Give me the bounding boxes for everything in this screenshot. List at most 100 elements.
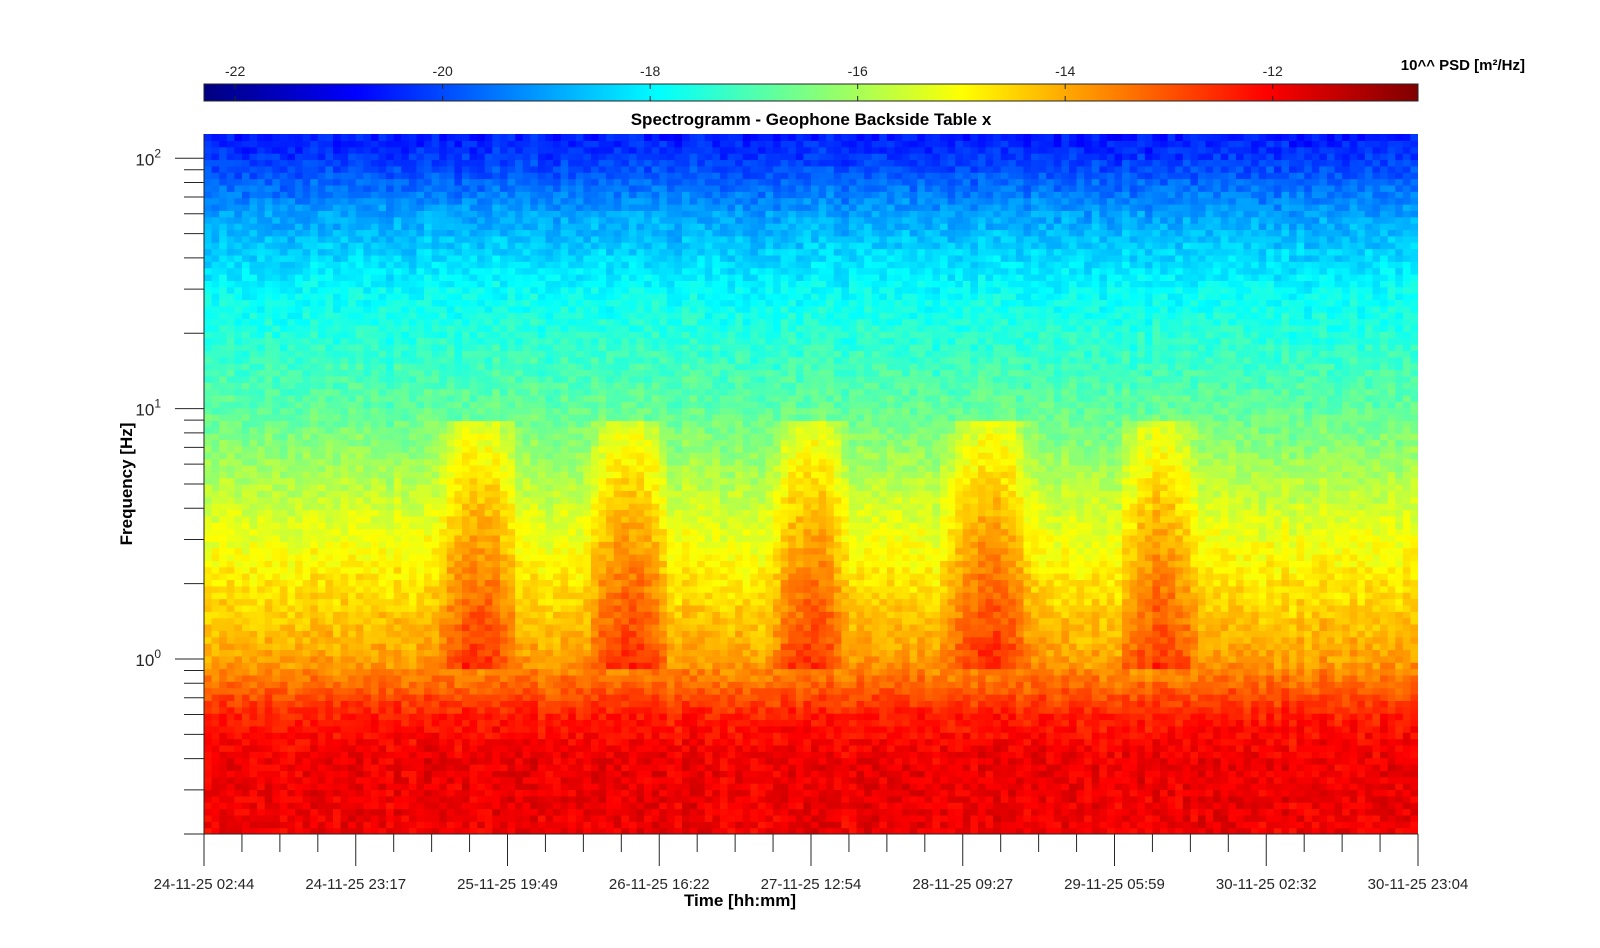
heatmap-cell xyxy=(1137,751,1146,759)
heatmap-cell xyxy=(894,732,903,740)
heatmap-cell xyxy=(606,674,615,682)
heatmap-cell xyxy=(1144,738,1154,746)
heatmap-cell xyxy=(1387,814,1396,822)
heatmap-cell xyxy=(1243,713,1252,721)
heatmap-cell xyxy=(386,821,395,829)
heatmap-cell xyxy=(1137,770,1146,778)
heatmap-cell xyxy=(1122,808,1131,816)
heatmap-cell xyxy=(401,668,410,676)
heatmap-cell xyxy=(1334,751,1343,759)
heatmap-cell xyxy=(325,636,334,644)
heatmap-cell xyxy=(234,821,243,829)
heatmap-cell xyxy=(1076,706,1085,714)
heatmap-cell xyxy=(1129,827,1138,834)
heatmap-cell xyxy=(340,713,349,721)
heatmap-cell xyxy=(234,814,243,822)
heatmap-cell xyxy=(1129,725,1138,733)
heatmap-cell xyxy=(1008,764,1017,771)
heatmap-cell xyxy=(287,649,296,657)
heatmap-cell xyxy=(811,725,820,733)
heatmap-cell xyxy=(1076,668,1085,676)
heatmap-cell xyxy=(1387,732,1396,740)
heatmap-cell xyxy=(1008,674,1017,682)
heatmap-cell xyxy=(939,674,949,682)
heatmap-cell xyxy=(454,751,463,759)
heatmap-cell xyxy=(537,814,547,822)
heatmap-cell xyxy=(317,649,326,657)
heatmap-cell xyxy=(1258,783,1267,791)
heatmap-cell xyxy=(955,776,964,784)
heatmap-cell xyxy=(454,662,463,670)
heatmap-cell xyxy=(553,662,562,670)
heatmap-cell xyxy=(287,687,296,695)
heatmap-cell xyxy=(1160,776,1169,784)
heatmap-cell xyxy=(628,706,638,714)
heatmap-cell xyxy=(1326,808,1336,816)
heatmap-cell xyxy=(393,713,402,721)
heatmap-cell xyxy=(1357,802,1366,810)
heatmap-cell xyxy=(1137,764,1146,771)
heatmap-cell xyxy=(750,827,759,834)
heatmap-cell xyxy=(295,814,304,822)
heatmap-cell xyxy=(735,681,744,689)
heatmap-cell xyxy=(1273,655,1283,663)
heatmap-cell xyxy=(416,643,425,651)
heatmap-cell xyxy=(499,719,509,727)
heatmap-cell xyxy=(568,764,577,771)
heatmap-cell xyxy=(1258,700,1267,708)
heatmap-cell xyxy=(1038,674,1047,682)
heatmap-cell xyxy=(1387,789,1396,797)
heatmap-cell xyxy=(1289,636,1298,644)
heatmap-cell xyxy=(1175,751,1184,759)
heatmap-cell xyxy=(1311,643,1320,651)
heatmap-cell xyxy=(1076,808,1085,816)
heatmap-cell xyxy=(545,655,554,663)
heatmap-cell xyxy=(560,700,569,708)
heatmap-cell xyxy=(1122,687,1131,695)
heatmap-cell xyxy=(666,814,676,822)
heatmap-cell xyxy=(871,694,880,701)
heatmap-cell xyxy=(272,700,281,708)
heatmap-cell xyxy=(295,783,304,791)
heatmap-cell xyxy=(1160,655,1169,663)
heatmap-cell xyxy=(1197,655,1207,663)
heatmap-cell xyxy=(446,814,455,822)
heatmap-cell xyxy=(568,776,577,784)
heatmap-cell xyxy=(401,649,410,657)
heatmap-cell xyxy=(864,668,873,676)
heatmap-cell xyxy=(1228,694,1237,701)
heatmap-cell xyxy=(644,643,653,651)
heatmap-cell xyxy=(719,789,729,797)
heatmap-cell xyxy=(241,655,251,663)
heatmap-cell xyxy=(1076,732,1085,740)
heatmap-cell xyxy=(697,725,706,733)
heatmap-cell xyxy=(651,827,660,834)
heatmap-cell xyxy=(530,751,539,759)
heatmap-cell xyxy=(477,668,486,676)
heatmap-cell xyxy=(1068,808,1078,816)
heatmap-cell xyxy=(735,687,744,695)
heatmap-cell xyxy=(1190,776,1199,784)
heatmap-cell xyxy=(704,719,713,727)
heatmap-cell xyxy=(902,783,911,791)
heatmap-cell xyxy=(1197,764,1207,771)
heatmap-cell xyxy=(537,808,547,816)
heatmap-cell xyxy=(1296,649,1305,657)
heatmap-cell xyxy=(553,643,562,651)
heatmap-cell xyxy=(1031,681,1040,689)
heatmap-cell xyxy=(310,655,319,663)
heatmap-cell xyxy=(363,757,372,765)
heatmap-cell xyxy=(295,732,304,740)
heatmap-cell xyxy=(1266,827,1275,834)
heatmap-cell xyxy=(325,662,334,670)
heatmap-cell xyxy=(1084,725,1093,733)
heatmap-cell xyxy=(871,795,880,803)
heatmap-cell xyxy=(993,700,1002,708)
heatmap-cell xyxy=(947,814,956,822)
heatmap-cell xyxy=(446,706,455,714)
heatmap-cell xyxy=(947,706,956,714)
heatmap-cell xyxy=(492,655,501,663)
heatmap-cell xyxy=(1182,770,1191,778)
heatmap-cell xyxy=(902,827,911,834)
heatmap-cell xyxy=(985,789,994,797)
